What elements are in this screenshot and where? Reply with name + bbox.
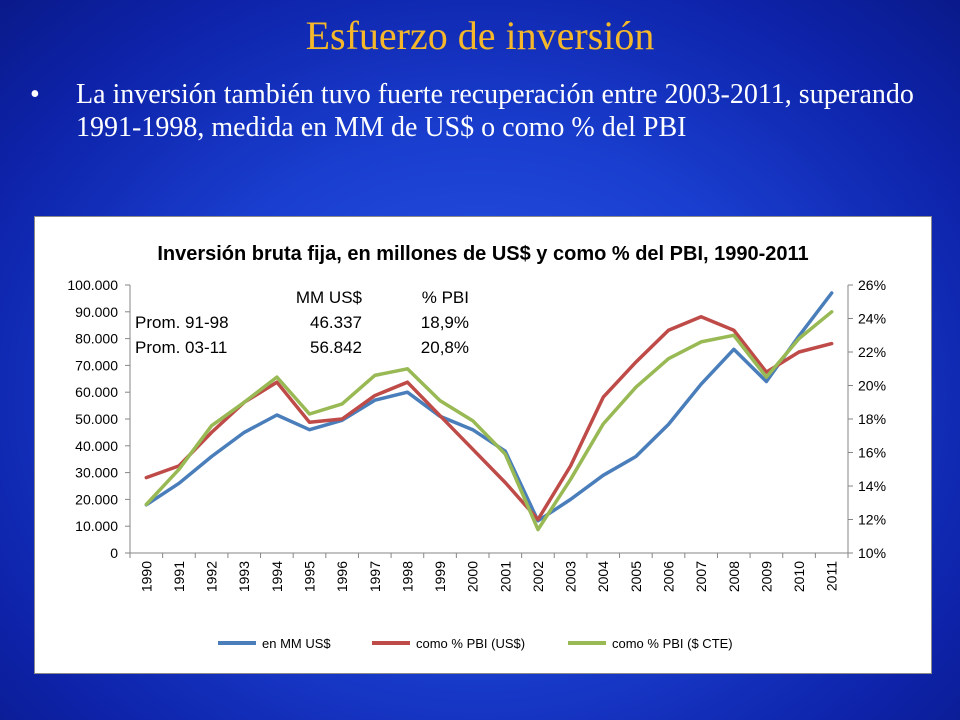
chart-container: Inversión bruta fija, en millones de US$… xyxy=(34,216,932,674)
x-tick-label: 2002 xyxy=(530,561,546,592)
investment-line-chart: Inversión bruta fija, en millones de US$… xyxy=(67,243,886,651)
y-left-tick-label: 70.000 xyxy=(75,357,118,373)
chart-axes: 0 10.000 20.000 30.000 40.000 50.000 60.000 70.… xyxy=(67,277,886,592)
annotation-cell: 46.337 xyxy=(310,313,362,332)
x-tick-label: 2006 xyxy=(661,561,677,592)
x-tick-label: 1992 xyxy=(204,561,220,592)
x-tick-label: 1994 xyxy=(269,561,285,592)
legend-label-2: como % PBI (US$) xyxy=(416,636,525,651)
y-right-tick-label: 24% xyxy=(858,311,886,327)
annotation-table: MM US$ % PBI Prom. 91-98 46.337 18,9% Prom. 0… xyxy=(135,288,469,357)
y-right-tick-label: 16% xyxy=(858,445,886,461)
bullet-text: La inversión también tuvo fuerte recuper… xyxy=(76,79,914,143)
y-right-tick-label: 14% xyxy=(858,478,886,494)
x-tick-label: 1995 xyxy=(302,561,318,592)
x-tick-label: 1998 xyxy=(399,561,415,592)
y-right-tick-label: 26% xyxy=(858,277,886,293)
chart-legend: en MM US$ como % PBI (US$) como % PBI ($ C… xyxy=(218,636,733,651)
slide-title: Esfuerzo de inversión xyxy=(305,13,655,58)
y-right-tick-label: 20% xyxy=(858,378,886,394)
annotation-cell: Prom. 03-11 xyxy=(135,338,227,357)
bullet-marker: • xyxy=(30,79,40,110)
y-left-tick-label: 60.000 xyxy=(75,384,118,400)
series-lines xyxy=(144,291,834,532)
x-tick-label: 1996 xyxy=(334,561,350,592)
y-left-tick-label: 40.000 xyxy=(75,438,118,454)
y-right-tick-label: 18% xyxy=(858,411,886,427)
chart-title: Inversión bruta fija, en millones de US$… xyxy=(157,243,808,265)
x-tick-label: 2003 xyxy=(563,561,579,592)
x-tick-label: 2007 xyxy=(693,561,709,592)
x-tick-label: 2010 xyxy=(791,561,807,592)
x-tick-label: 2009 xyxy=(758,561,774,592)
x-tick-label: 1991 xyxy=(171,561,187,592)
annotation-cell: 18,9% xyxy=(421,313,469,332)
legend-label-3: como % PBI ($ CTE) xyxy=(612,636,733,651)
y-left-tick-label: 100.000 xyxy=(67,277,118,293)
x-tick-label: 2004 xyxy=(595,561,611,592)
y-left-tick-label: 90.000 xyxy=(75,304,118,320)
x-tick-label: 1993 xyxy=(236,561,252,592)
y-left-tick-label: 30.000 xyxy=(75,465,118,481)
annotation-header: % PBI xyxy=(422,288,469,307)
x-tick-label: 2011 xyxy=(824,561,840,591)
series-line-2 xyxy=(144,315,834,522)
y-left-tick-label: 20.000 xyxy=(75,491,118,507)
y-right-tick-label: 22% xyxy=(858,344,886,360)
y-right-tick-label: 10% xyxy=(858,545,886,561)
series-line-1 xyxy=(144,291,834,523)
annotation-header: MM US$ xyxy=(296,288,363,307)
annotation-cell: 20,8% xyxy=(421,338,469,357)
legend-label-1: en MM US$ xyxy=(262,636,331,651)
y-right-tick-label: 12% xyxy=(858,512,886,528)
series-line-3 xyxy=(144,310,834,532)
x-tick-label: 2001 xyxy=(497,561,513,592)
annotation-cell: 56.842 xyxy=(310,338,362,357)
x-tick-label: 1997 xyxy=(367,561,383,592)
y-left-tick-label: 10.000 xyxy=(75,518,118,534)
x-tick-label: 2000 xyxy=(465,561,481,592)
y-left-tick-label: 0 xyxy=(110,545,118,561)
x-tick-label: 2005 xyxy=(628,561,644,592)
x-tick-label: 2008 xyxy=(726,561,742,592)
annotation-cell: Prom. 91-98 xyxy=(135,313,229,332)
x-tick-label: 1999 xyxy=(432,561,448,592)
y-left-tick-label: 50.000 xyxy=(75,411,118,427)
y-left-tick-label: 80.000 xyxy=(75,331,118,347)
x-tick-label: 1990 xyxy=(138,561,154,592)
